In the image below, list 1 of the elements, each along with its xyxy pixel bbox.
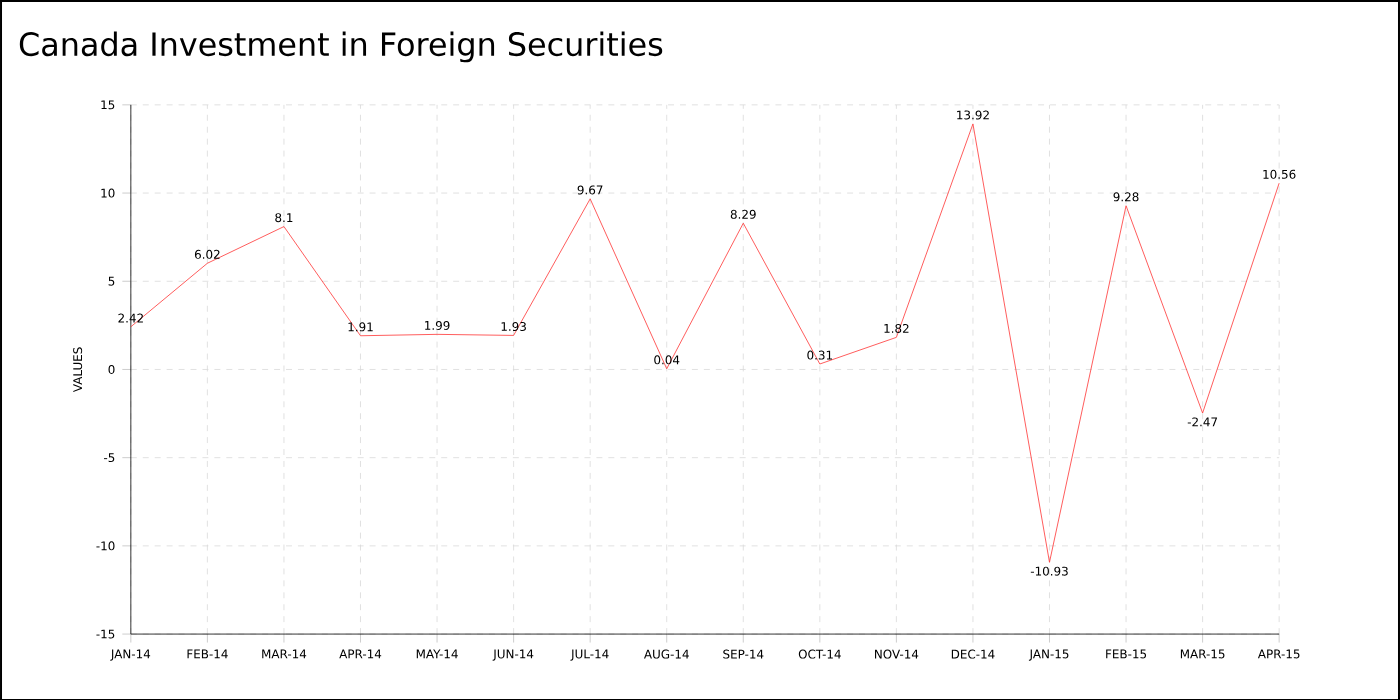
chart-title: Canada Investment in Foreign Securities: [19, 31, 663, 62]
